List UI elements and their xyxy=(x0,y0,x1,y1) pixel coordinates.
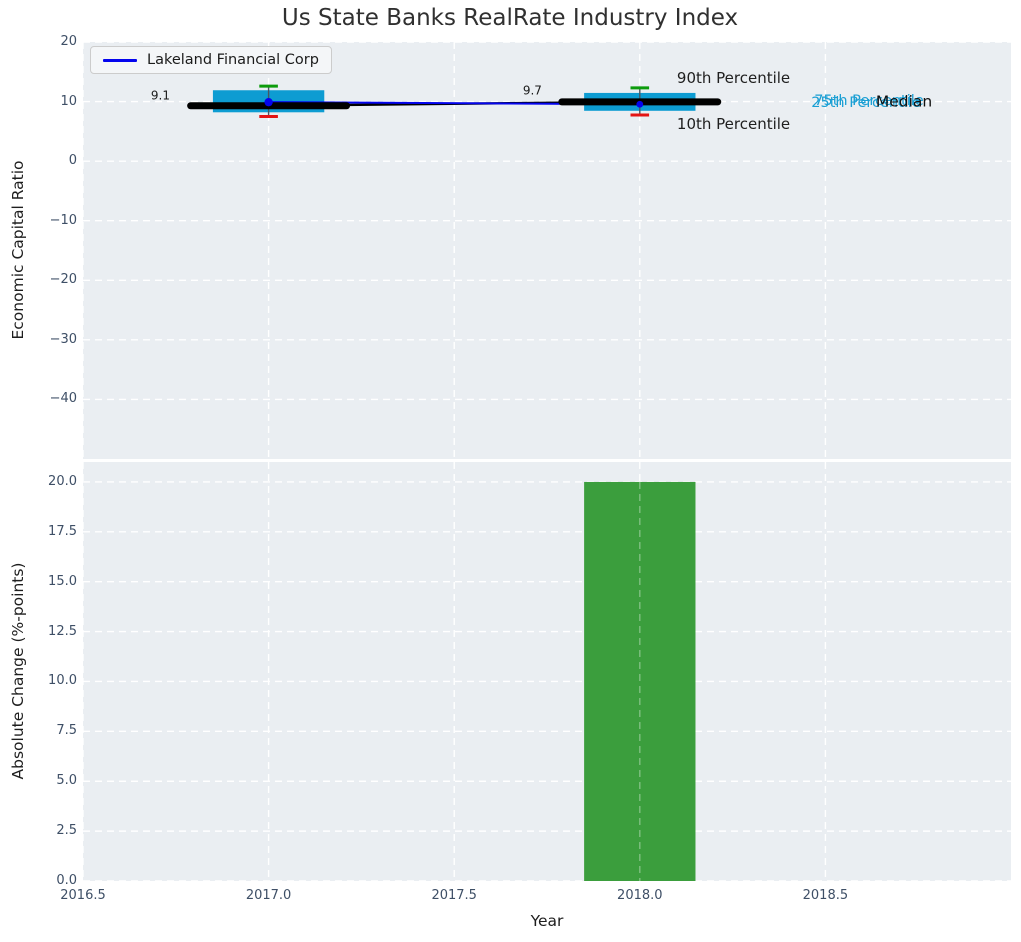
chart-title: Us State Banks RealRate Industry Index xyxy=(281,5,739,31)
bottom-axes xyxy=(83,462,1011,881)
y-tick-label: 20 xyxy=(60,34,77,49)
top-plot-canvas xyxy=(83,42,1011,459)
y-tick-label: −30 xyxy=(49,331,77,347)
y-tick-label: 7.5 xyxy=(56,723,77,739)
y-tick-label: 5.0 xyxy=(56,773,77,789)
company-marker-2017 xyxy=(264,97,273,107)
legend-line-swatch xyxy=(103,58,137,62)
top-axes: Lakeland Financial Corp xyxy=(83,42,1011,459)
y-tick-label: 15.0 xyxy=(48,573,77,589)
x-tick-label: 2017.5 xyxy=(431,888,477,903)
bottom-plot-canvas xyxy=(83,462,1011,881)
annotation-25th-percentile: 25th Percentile xyxy=(811,94,921,111)
value-label: 9.1 xyxy=(150,88,171,103)
y-tick-label: 0.0 xyxy=(56,873,77,888)
x-axis-label: Year xyxy=(530,912,564,930)
bottom-ylabel: Absolute Change (%-points) xyxy=(9,562,27,780)
y-tick-label: 17.5 xyxy=(48,523,77,539)
change-bar xyxy=(584,481,696,881)
y-tick-label: 2.5 xyxy=(56,823,77,839)
annotation-75th-percentile: 75th Percentile xyxy=(814,92,924,109)
annotation-90th-percentile: 90th Percentile xyxy=(676,68,791,87)
y-tick-label: 10.0 xyxy=(48,673,77,689)
x-tick-label: 2017.0 xyxy=(245,888,292,903)
company-marker-2018 xyxy=(636,100,644,108)
x-tick-label: 2018.0 xyxy=(617,888,663,903)
value-label: 9.7 xyxy=(522,83,542,98)
top-ylabel: Economic Capital Ratio xyxy=(9,160,27,340)
legend: Lakeland Financial Corp xyxy=(90,46,332,74)
annotation-10th-percentile: 10th Percentile xyxy=(676,114,791,133)
y-tick-label: −10 xyxy=(49,212,77,228)
y-tick-label: 10 xyxy=(60,93,77,109)
legend-label: Lakeland Financial Corp xyxy=(147,52,319,68)
y-tick-label: 0 xyxy=(68,153,77,169)
x-tick-label: 2016.5 xyxy=(60,888,106,903)
y-tick-label: −40 xyxy=(49,391,77,407)
y-tick-label: −20 xyxy=(49,272,77,288)
y-tick-label: 12.5 xyxy=(48,623,77,639)
y-tick-label: 20.0 xyxy=(48,473,77,489)
annotation-median: Median xyxy=(875,92,933,111)
x-tick-label: 2018.5 xyxy=(802,888,849,903)
